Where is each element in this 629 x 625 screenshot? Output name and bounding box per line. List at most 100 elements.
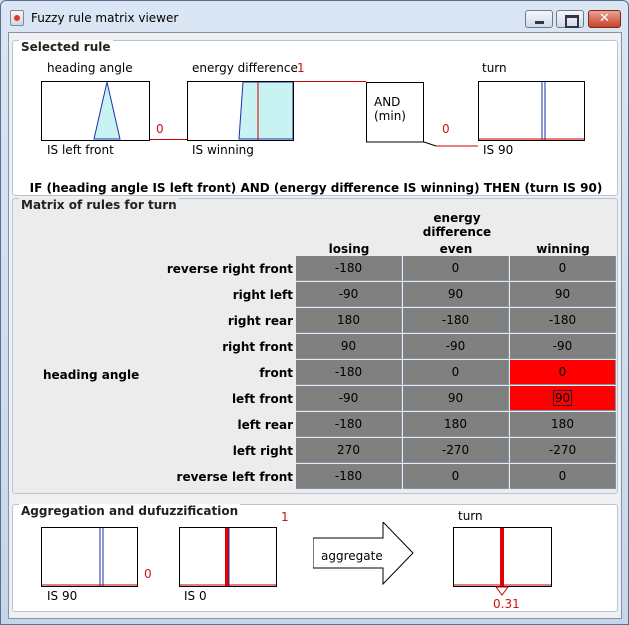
column-variable-label: energy difference [422,211,492,239]
rule-cell-value: 0 [558,469,567,483]
rule-cell[interactable]: 0 [510,464,616,489]
row-label: left front [231,392,293,406]
rule-cell[interactable]: 0 [510,256,616,281]
app-icon [10,10,24,26]
rule-cell-value: -180 [334,365,363,379]
close-icon: ✕ [599,11,610,26]
aggregation-input1-term: IS 90 [47,589,78,603]
rule-cell-value: 180 [551,417,574,431]
row-label: front [259,366,293,380]
rule-cell[interactable]: -180 [296,256,402,281]
rule-cell-value: 0 [558,365,567,379]
input2-singleton [180,528,276,586]
operator-line2: (min) [374,109,406,123]
rule-cell-value: -180 [334,469,363,483]
activation-line-1 [150,139,187,140]
rule-cell-value: -90 [445,339,466,353]
crisp-output-value: 0.31 [493,597,520,611]
title-bar[interactable]: Fuzzy rule matrix viewer ✕ [1,1,628,32]
turn-90-singleton [479,82,584,140]
consequent-term: IS 90 [483,143,514,157]
rule-cell-value: 0 [558,261,567,275]
row-variable-label: heading angle [43,368,140,382]
winning-trapezoid [238,82,293,140]
rule-cell[interactable]: 270 [296,438,402,463]
rule-cell-value: -180 [441,313,470,327]
rule-text: IF (heading angle IS left front) AND (en… [29,181,603,195]
aggregated-output-plot [453,527,552,587]
antecedent2-activation: 1 [297,61,305,75]
crisp-value-marker-icon [495,586,509,596]
rule-cell[interactable]: -180 [296,412,402,437]
rule-cell[interactable]: -180 [510,308,616,333]
consequent-activation: 0 [442,122,450,136]
rule-cell[interactable]: -180 [296,464,402,489]
column-header-winning: winning [536,242,590,256]
row-label: right front [222,340,293,354]
rule-cell[interactable]: 0 [403,360,509,385]
energy-difference-membership-plot [187,81,294,141]
rule-cell[interactable]: 90 [510,386,616,411]
row-label: reverse right front [166,262,293,276]
rule-cell-value: 180 [337,313,360,327]
rule-cell[interactable]: -90 [403,334,509,359]
selected-rule-panel: Selected rule heading angle energy diffe… [12,40,618,196]
output-variable: turn [458,509,483,523]
close-button[interactable]: ✕ [588,10,621,28]
operator-line1: AND [374,95,401,109]
rule-cell-value: 0 [451,469,460,483]
rule-cell-value: 90 [447,391,464,405]
rule-cell[interactable]: 90 [510,282,616,307]
row-label: left rear [237,418,293,432]
rule-cell[interactable]: 90 [403,282,509,307]
column-header-even: even [439,242,473,256]
rule-cell[interactable]: -90 [296,282,402,307]
window-client: Selected rule heading angle energy diffe… [8,32,622,619]
rule-cell[interactable]: 180 [403,412,509,437]
aggregation-title: Aggregation and dufuzzification [19,504,241,518]
rule-matrix-panel: Matrix of rules for turn energy differen… [12,198,618,494]
rule-cell-value: 0 [451,261,460,275]
rule-cell-value: 90 [340,339,357,353]
aggregated-output-shape [454,528,551,586]
rule-cell-value: -90 [552,339,573,353]
row-label: reverse left front [176,470,293,484]
rule-cell[interactable]: 0 [510,360,616,385]
heading-angle-membership-plot [41,81,150,141]
antecedent2-term: IS winning [192,143,254,157]
rule-cell[interactable]: -180 [296,360,402,385]
rule-cell[interactable]: 180 [296,308,402,333]
rule-cell-value: 90 [554,287,571,301]
antecedent1-term: IS left front [47,143,114,157]
rule-cell[interactable]: 90 [403,386,509,411]
rule-cell-value: -90 [338,287,359,301]
rule-cell-value: 90 [447,287,464,301]
turn-membership-plot [478,81,585,141]
rule-cell[interactable]: 90 [296,334,402,359]
rule-cell[interactable]: 0 [403,256,509,281]
antecedent2-variable: energy difference [192,61,298,75]
activation-line-2 [294,81,366,82]
consequent-variable: turn [482,61,507,75]
maximize-button[interactable] [556,10,584,28]
window-title: Fuzzy rule matrix viewer [31,11,179,25]
rule-cell[interactable]: -270 [510,438,616,463]
input1-singleton [42,528,137,586]
column-header-losing: losing [328,242,370,256]
aggregation-input1-activation: 0 [144,567,152,581]
and-min-operator: AND (min) [366,82,424,142]
rule-cell[interactable]: 180 [510,412,616,437]
rule-cell-value: -180 [334,417,363,431]
minimize-button[interactable] [525,10,553,28]
rule-cell-value: 180 [444,417,467,431]
rule-cell[interactable]: -270 [403,438,509,463]
rule-cell[interactable]: -90 [510,334,616,359]
rule-cell-value: 0 [451,365,460,379]
rule-cell[interactable]: -90 [296,386,402,411]
antecedent1-variable: heading angle [47,61,133,75]
rule-cell[interactable]: -180 [403,308,509,333]
antecedent1-activation: 0 [156,122,164,136]
rule-cell-value: -270 [441,443,470,457]
rule-cell[interactable]: 0 [403,464,509,489]
aggregation-input2-plot [179,527,277,587]
